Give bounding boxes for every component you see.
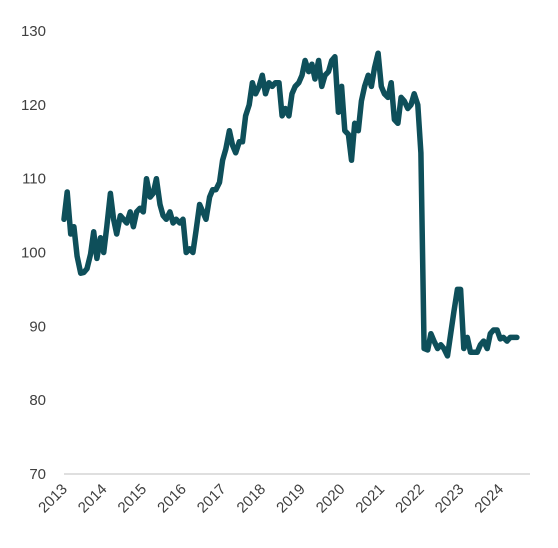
y-tick-label: 90 xyxy=(29,318,46,335)
y-tick-label: 100 xyxy=(21,245,46,262)
x-axis-ticks: 2013 2014 2015 2016 2017 2018 2019 2020 2021 2022… xyxy=(35,481,507,517)
x-tick-label: 2013 xyxy=(35,481,71,517)
x-tick-label: 2023 xyxy=(432,481,468,517)
y-tick-label: 120 xyxy=(21,97,46,114)
x-tick-label: 2019 xyxy=(273,481,309,517)
y-tick-label: 110 xyxy=(22,171,46,188)
y-tick-label: 130 xyxy=(21,23,46,40)
x-tick-label: 2024 xyxy=(471,481,507,517)
y-axis-ticks: 70 80 90 100 110 120 130 xyxy=(21,23,46,483)
x-tick-label: 2022 xyxy=(392,481,428,517)
series-line-0 xyxy=(61,50,520,359)
x-tick-label: 2021 xyxy=(352,481,388,517)
x-tick-label: 2018 xyxy=(234,481,270,517)
x-tick-label: 2017 xyxy=(194,481,230,517)
x-tick-label: 2016 xyxy=(154,481,190,517)
series-group xyxy=(61,50,520,359)
x-tick-label: 2015 xyxy=(115,481,151,517)
y-tick-label: 70 xyxy=(29,466,46,483)
x-tick-label: 2020 xyxy=(313,481,349,517)
y-tick-label: 80 xyxy=(29,392,46,409)
x-tick-label: 2014 xyxy=(75,481,111,517)
